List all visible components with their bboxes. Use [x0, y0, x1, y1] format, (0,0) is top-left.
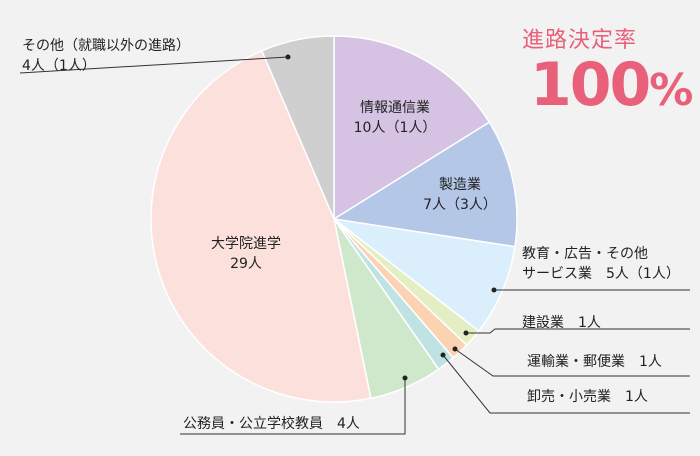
pie-slice-0: [333, 35, 491, 221]
slice-label-line: サービス業 5人（1人）: [522, 266, 680, 282]
slice-label-line: 大学院進学: [211, 236, 281, 252]
leader-line-5: [442, 354, 690, 414]
leader-dot-3: [463, 330, 469, 336]
slice-label-line: 製造業: [439, 177, 481, 193]
slice-label-line: 運輸業・郵便業 1人: [527, 354, 662, 370]
slice-label-line: 10人（1人）: [354, 120, 437, 136]
slice-label-line: 建設業 1人: [522, 315, 601, 331]
slice-label-7: 大学院進学 29人: [211, 236, 281, 272]
leader-line-8: [19, 56, 289, 74]
pie-slice-7: [150, 49, 372, 403]
slice-label-4: 運輸業・郵便業 1人: [527, 354, 662, 370]
leader-dot-5: [440, 352, 446, 358]
slice-label-6: 公務員・公立学校教員 4人: [183, 415, 360, 432]
slice-label-line: 7人（3人）: [423, 197, 497, 213]
decision-rate-unit: %: [649, 65, 693, 116]
slice-label-0: 情報通信業 10人（1人）: [354, 100, 437, 136]
leader-line-4: [454, 348, 690, 377]
slice-label-1: 製造業 7人（3人）: [423, 177, 497, 213]
decision-rate-number: 100: [530, 50, 651, 120]
slice-label-5: 卸売・小売業 1人: [527, 389, 648, 405]
pie-slice-8: [260, 35, 335, 220]
slice-label-line: 教育・広告・その他: [522, 246, 648, 262]
slice-label-line: その他（就職以外の進路）: [22, 38, 190, 54]
leader-dot-6: [402, 375, 408, 381]
leader-dot-4: [452, 346, 458, 352]
decision-rate-value: 100%: [530, 50, 693, 120]
leader-dot-2: [491, 287, 497, 293]
slice-label-line: 情報通信業: [360, 100, 430, 116]
slice-label-line: 卸売・小売業 1人: [527, 389, 648, 405]
slice-label-2: 教育・広告・その他サービス業 5人（1人）: [522, 246, 680, 282]
decision-rate-label: 進路決定率: [522, 28, 638, 53]
slice-label-8: その他（就職以外の進路） 4人（1人）: [22, 38, 190, 74]
slice-label-line: 4人（1人）: [22, 58, 96, 74]
pie-slice-1: [331, 121, 518, 248]
pie-slice-2: [331, 217, 516, 333]
slice-label-3: 建設業 1人: [522, 315, 601, 331]
slice-label-line: 29人: [230, 256, 262, 272]
leader-line-3: [466, 328, 690, 334]
leader-line-6: [180, 378, 406, 435]
leader-dot-8: [285, 54, 291, 60]
slice-label-line: 公務員・公立学校教員 4人: [183, 415, 360, 432]
